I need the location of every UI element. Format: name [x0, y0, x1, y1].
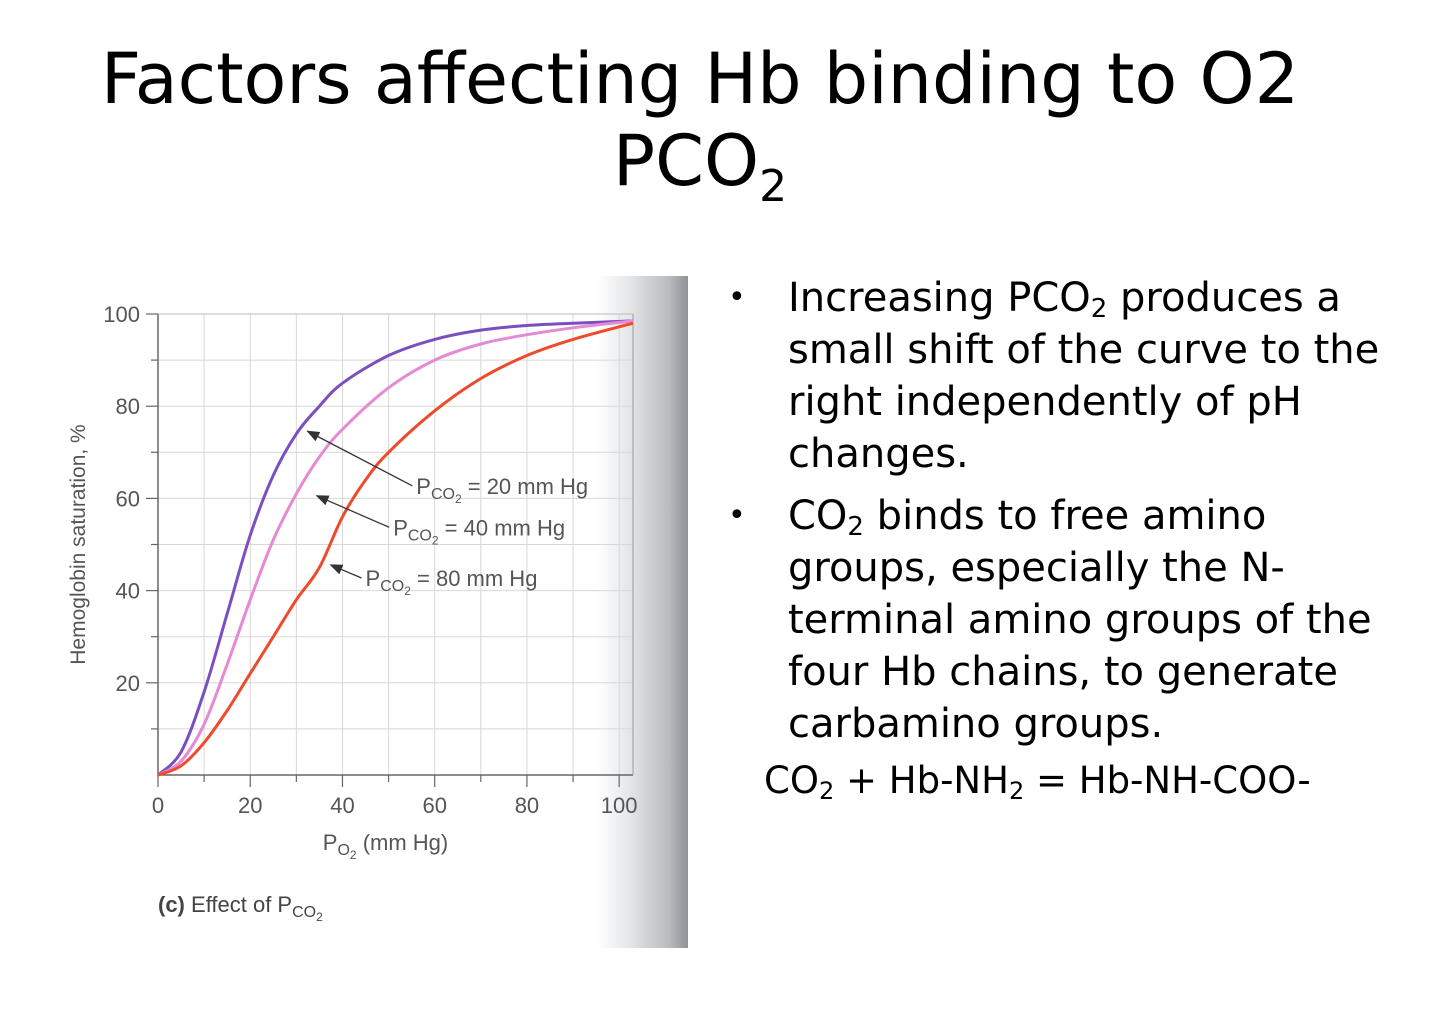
figure-caption-sub: CO: [292, 904, 316, 921]
series-arrow-1: [306, 430, 413, 487]
series-arrow-2: [315, 495, 390, 528]
y-axis-label: Hemoglobin saturation, %: [67, 424, 90, 664]
series-label-sub: CO: [408, 527, 432, 544]
equation-subscript: 2: [818, 777, 835, 805]
x-axis-label-subsub: 2: [350, 848, 357, 862]
series-label-subsub: 2: [455, 492, 462, 506]
figure-panel: 20 40 60 80 100 0 20 40 60 80 100 Hemoglobin satura…: [40, 276, 688, 948]
series-label-rest: = 40 mm Hg: [439, 515, 566, 540]
figure-caption: (c) Effect of PCO2: [158, 892, 323, 924]
title-line-1: Factors affecting Hb binding to O2: [100, 38, 1300, 120]
bullet-text: CO: [788, 493, 848, 539]
x-tick-label: 20: [238, 793, 262, 818]
y-tick-label: 20: [116, 671, 140, 696]
figure-caption-prefix: (c): [158, 892, 185, 917]
y-tick-label: 100: [103, 302, 140, 327]
bullet-text: Increasing PCO: [788, 275, 1091, 321]
y-tick-label: 60: [116, 486, 140, 511]
y-tick-label: 80: [116, 394, 140, 419]
series-label-main: P: [366, 566, 381, 591]
bullet-text: produces a small shift of the curve to t…: [788, 275, 1380, 477]
carbamino-equation: CO2 + Hb-NH2 = Hb-NH-COO-: [764, 756, 1311, 806]
x-axis-label: PO2 (mm Hg): [323, 830, 448, 862]
series-line-3: [157, 321, 634, 777]
series-label-2: PCO2 = 40 mm Hg: [393, 515, 565, 547]
series-label-subsub: 2: [432, 533, 439, 547]
series-label-rest: = 20 mm Hg: [462, 474, 589, 499]
title-line-2-main: PCO: [612, 120, 760, 202]
bullet-subscript: 2: [847, 512, 864, 542]
title-line-2: PCO2: [0, 120, 1400, 209]
series-label-sub: CO: [380, 578, 404, 595]
x-axis-label-main: P: [323, 830, 338, 855]
equation-text: + Hb-NH: [834, 759, 1009, 802]
x-tick-label: 0: [152, 793, 164, 818]
equation-text: CO: [764, 759, 819, 802]
series-label-1: PCO2 = 20 mm Hg: [416, 474, 588, 506]
series-line-1: [156, 319, 634, 777]
figure-caption-subsub: 2: [316, 910, 323, 924]
bullet-item: • Increasing PCO2 produces a small shift …: [722, 272, 1382, 480]
x-tick-label: 60: [422, 793, 446, 818]
equation-text: = Hb-NH-COO-: [1024, 759, 1311, 802]
series-label-sub: CO: [431, 486, 455, 503]
bullet-subscript: 2: [1090, 294, 1108, 324]
bullet-item: • CO2 binds to free amino groups, especia…: [722, 490, 1382, 750]
figure-caption-text: Effect of P: [191, 892, 292, 917]
oxygen-dissociation-chart: 20 40 60 80 100 0 20 40 60 80 100 Hemoglobin satura…: [67, 302, 638, 924]
title-line-2-sub: 2: [759, 161, 788, 212]
slide-title: Factors affecting Hb binding to O2 PCO2: [0, 38, 1400, 209]
series-label-main: P: [393, 515, 408, 540]
bullet-dot-icon: •: [728, 498, 746, 533]
series-line-2: [157, 319, 634, 777]
bullet-dot-icon: •: [728, 280, 746, 315]
series-label-3: PCO2 = 80 mm Hg: [366, 566, 538, 598]
bullet-list: • Increasing PCO2 produces a small shift …: [722, 272, 1382, 760]
series-label-subsub: 2: [404, 584, 411, 598]
x-axis-label-sub: O: [337, 842, 349, 859]
x-tick-label: 40: [330, 793, 354, 818]
series-label-rest: = 80 mm Hg: [411, 566, 538, 591]
x-tick-label: 80: [515, 793, 539, 818]
series-arrow-3: [329, 564, 362, 579]
series-label-main: P: [416, 474, 431, 499]
x-axis-label-rest: (mm Hg): [357, 830, 449, 855]
y-tick-label: 40: [116, 579, 140, 604]
bullet-text: binds to free amino groups, especially t…: [788, 493, 1372, 747]
equation-subscript: 2: [1008, 777, 1025, 805]
x-tick-label: 100: [601, 793, 638, 818]
